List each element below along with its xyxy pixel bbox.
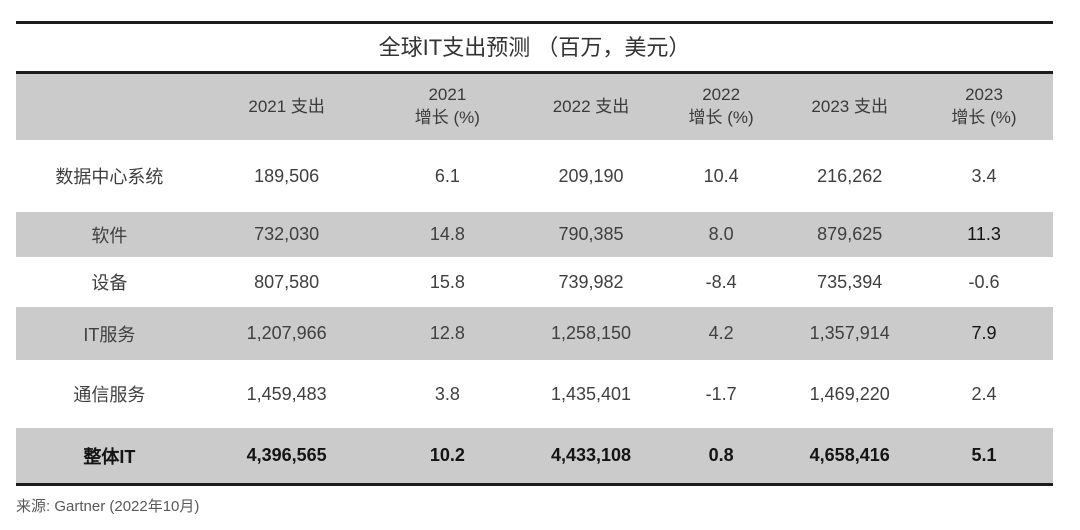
header-2022-spend: 2022 支出 bbox=[524, 74, 658, 140]
cell-2023-growth: 2.4 bbox=[971, 383, 997, 404]
cell-2023-spend: 1,469,220 bbox=[809, 383, 890, 404]
cell-2023-growth: -0.6 bbox=[968, 271, 1000, 292]
bottom-rule bbox=[16, 483, 1053, 486]
cell-2021-growth: 10.2 bbox=[429, 445, 465, 465]
row-category: 整体IT bbox=[83, 446, 136, 467]
header-2021-growth: 2021 增长 (%) bbox=[371, 74, 524, 140]
cell-2022-spend: 739,982 bbox=[558, 271, 624, 292]
header-rule bbox=[16, 71, 1053, 74]
header-2021-spend: 2021 支出 bbox=[203, 74, 371, 140]
header-label-line2: 增长 (%) bbox=[688, 108, 754, 127]
cell-2021-spend: 807,580 bbox=[254, 271, 320, 292]
table-row-overall-it-total: 整体IT 4,396,565 10.2 4,433,108 0.8 4,658,… bbox=[16, 428, 1053, 483]
cell-2021-spend: 1,459,483 bbox=[246, 383, 327, 404]
cell-2022-growth: -1.7 bbox=[705, 383, 737, 404]
header-label: 2022 支出 bbox=[552, 96, 630, 116]
cell-2021-growth: 12.8 bbox=[429, 323, 465, 343]
cell-2023-growth: 3.4 bbox=[971, 165, 997, 186]
cell-2023-growth: 11.3 bbox=[967, 224, 1001, 244]
cell-2023-growth: 5.1 bbox=[971, 445, 997, 465]
it-spending-table: 2021 支出 2021 增长 (%) 2022 支出 2022 增长 (%) 20… bbox=[16, 74, 1053, 483]
cell-2021-spend: 189,506 bbox=[254, 165, 320, 186]
cell-2022-growth: 4.2 bbox=[708, 323, 734, 343]
table-row-it-services: IT服务 1,207,966 12.8 1,258,150 4.2 1,357,… bbox=[16, 307, 1053, 360]
cell-2023-spend: 735,394 bbox=[817, 271, 883, 292]
cell-2021-growth: 6.1 bbox=[434, 165, 460, 186]
header-2022-growth: 2022 增长 (%) bbox=[658, 74, 785, 140]
cell-2021-spend: 732,030 bbox=[254, 224, 320, 244]
header-category bbox=[16, 74, 203, 140]
header-label-line2: 增长 (%) bbox=[951, 108, 1017, 127]
cell-2022-spend: 4,433,108 bbox=[550, 445, 632, 465]
table-title: 全球IT支出预测 （百万，美元） bbox=[378, 35, 691, 60]
header-label-line1: 2021 bbox=[428, 85, 467, 105]
header-2023-spend: 2023 支出 bbox=[784, 74, 915, 140]
cell-2022-growth: 0.8 bbox=[708, 445, 734, 465]
cell-2023-growth: 7.9 bbox=[971, 323, 997, 343]
cell-2023-spend: 1,357,914 bbox=[809, 323, 890, 343]
header-label-line1: 2022 bbox=[702, 85, 741, 105]
cell-2022-growth: 10.4 bbox=[703, 165, 739, 186]
header-label-line2: 增长 (%) bbox=[414, 108, 480, 127]
it-spending-forecast-block: 全球IT支出预测 （百万，美元） 2021 支出 2021 增长 (%) 2022… bbox=[16, 21, 1053, 516]
cell-2022-spend: 790,385 bbox=[558, 224, 624, 244]
cell-2022-growth: -8.4 bbox=[705, 271, 737, 292]
table-row-data-center-systems: 数据中心系统 189,506 6.1 209,190 10.4 216,262 … bbox=[16, 140, 1053, 212]
header-label-line1: 2023 bbox=[965, 85, 1003, 105]
row-category: 数据中心系统 bbox=[55, 167, 164, 187]
table-row-communications-services: 通信服务 1,459,483 3.8 1,435,401 -1.7 1,469,… bbox=[16, 360, 1053, 428]
row-category: 设备 bbox=[91, 273, 128, 293]
cell-2022-growth: 8.0 bbox=[708, 224, 734, 244]
cell-2021-spend: 4,396,565 bbox=[246, 445, 327, 465]
header-2023-growth: 2023 增长 (%) bbox=[915, 74, 1053, 140]
cell-2022-spend: 209,190 bbox=[558, 165, 624, 186]
cell-2023-spend: 4,658,416 bbox=[809, 445, 890, 465]
cell-2022-spend: 1,435,401 bbox=[550, 383, 632, 404]
cell-2023-spend: 879,625 bbox=[817, 224, 883, 244]
row-category: IT服务 bbox=[83, 324, 136, 345]
source-note: 来源: Gartner (2022年10月) bbox=[16, 498, 200, 515]
top-rule bbox=[16, 21, 1053, 24]
row-category: 通信服务 bbox=[73, 385, 146, 405]
cell-2021-growth: 15.8 bbox=[429, 271, 465, 292]
cell-2021-spend: 1,207,966 bbox=[246, 323, 327, 343]
header-row: 2021 支出 2021 增长 (%) 2022 支出 2022 增长 (%) 20… bbox=[16, 74, 1053, 140]
table-row-software: 软件 732,030 14.8 790,385 8.0 879,625 11.3 bbox=[16, 212, 1053, 257]
header-label: 2021 支出 bbox=[248, 96, 325, 116]
row-category: 软件 bbox=[91, 225, 128, 246]
header-label: 2023 支出 bbox=[811, 96, 888, 116]
cell-2022-spend: 1,258,150 bbox=[550, 323, 632, 343]
table-row-devices: 设备 807,580 15.8 739,982 -8.4 735,394 -0.… bbox=[16, 257, 1053, 307]
cell-2021-growth: 14.8 bbox=[429, 224, 465, 244]
cell-2021-growth: 3.8 bbox=[434, 383, 460, 404]
cell-2023-spend: 216,262 bbox=[817, 165, 883, 186]
